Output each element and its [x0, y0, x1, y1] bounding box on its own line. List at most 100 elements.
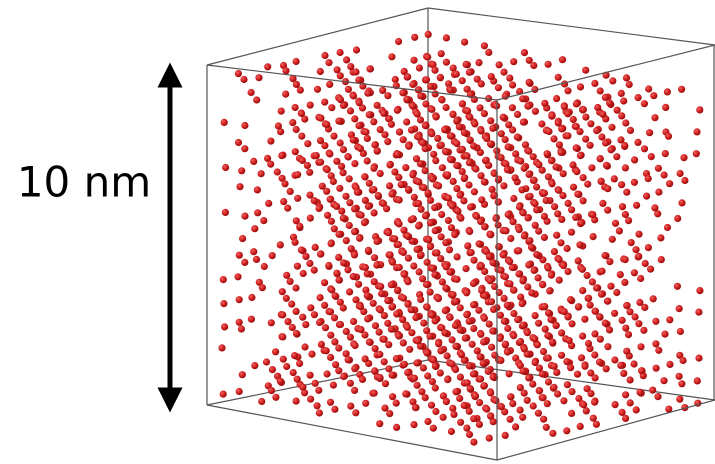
atom: [475, 59, 482, 66]
atom: [395, 38, 402, 45]
atom: [236, 296, 243, 303]
atom: [388, 121, 395, 128]
atom: [500, 114, 507, 121]
atom: [587, 142, 594, 149]
atom: [435, 340, 442, 347]
atom: [221, 323, 228, 330]
atom: [333, 270, 340, 277]
atom: [576, 128, 583, 135]
atom: [467, 204, 474, 211]
atom: [269, 252, 276, 259]
atom: [445, 217, 452, 224]
atom: [676, 305, 683, 312]
atom: [540, 416, 547, 423]
atom: [325, 262, 332, 269]
atom: [366, 338, 373, 345]
atom: [351, 205, 358, 212]
atom: [352, 409, 359, 416]
atom: [386, 161, 393, 168]
atom: [221, 119, 228, 126]
atom: [430, 425, 437, 432]
atom: [509, 218, 516, 225]
atom: [604, 343, 611, 350]
atom: [263, 358, 270, 365]
atom: [401, 361, 408, 368]
atom: [526, 171, 533, 178]
atom: [293, 308, 300, 315]
atom: [514, 133, 521, 140]
atom: [330, 178, 337, 185]
atom: [284, 205, 291, 212]
atom: [291, 352, 298, 359]
atom: [608, 124, 615, 131]
atom: [410, 421, 417, 428]
atom: [236, 252, 243, 259]
atom: [409, 171, 416, 178]
atom: [505, 211, 512, 218]
atom: [584, 181, 591, 188]
atom: [621, 142, 628, 149]
atom: [278, 108, 285, 115]
atom: [565, 200, 572, 207]
atom: [471, 188, 478, 195]
atom: [558, 125, 565, 132]
atom: [466, 408, 473, 415]
atom: [666, 180, 673, 187]
atom: [429, 378, 436, 385]
atom: [524, 329, 531, 336]
atom: [364, 157, 371, 164]
atom: [292, 284, 299, 291]
atom: [616, 227, 623, 234]
atom: [606, 326, 613, 333]
atom: [444, 171, 451, 178]
atom: [516, 226, 523, 233]
atom: [681, 177, 688, 184]
atom: [253, 256, 260, 263]
atom: [459, 146, 466, 153]
atom: [478, 196, 485, 203]
atom: [617, 362, 624, 369]
atom: [389, 372, 396, 379]
atom: [638, 367, 645, 374]
atom: [500, 69, 507, 76]
atom: [287, 188, 294, 195]
atom: [337, 321, 344, 328]
atom: [530, 402, 537, 409]
atom: [241, 213, 248, 220]
atom: [622, 415, 629, 422]
figure: 10 nm: [0, 0, 715, 464]
atom: [541, 303, 548, 310]
atom: [502, 273, 509, 280]
atom: [579, 287, 586, 294]
atom: [250, 158, 257, 165]
atom: [432, 384, 439, 391]
atom: [497, 312, 504, 319]
atom: [317, 115, 324, 122]
atom: [340, 146, 347, 153]
atom: [362, 128, 369, 135]
atom: [300, 270, 307, 277]
atom: [373, 262, 380, 269]
atom: [415, 178, 422, 185]
atom: [385, 229, 392, 236]
atom: [463, 152, 470, 159]
atom: [662, 104, 669, 111]
atom: [464, 242, 471, 249]
atom: [346, 288, 353, 295]
atom: [556, 141, 563, 148]
atom: [478, 262, 485, 269]
atom: [481, 382, 488, 389]
atom: [676, 396, 683, 403]
atom: [489, 327, 496, 334]
atom: [543, 424, 550, 431]
atom: [533, 206, 540, 213]
atom: [296, 223, 303, 230]
atom: [327, 354, 334, 361]
atom: [424, 304, 431, 311]
atom: [476, 399, 483, 406]
atom: [510, 287, 517, 294]
atom: [592, 374, 599, 381]
atom: [259, 284, 266, 291]
atom: [317, 159, 324, 166]
atom: [469, 341, 476, 348]
